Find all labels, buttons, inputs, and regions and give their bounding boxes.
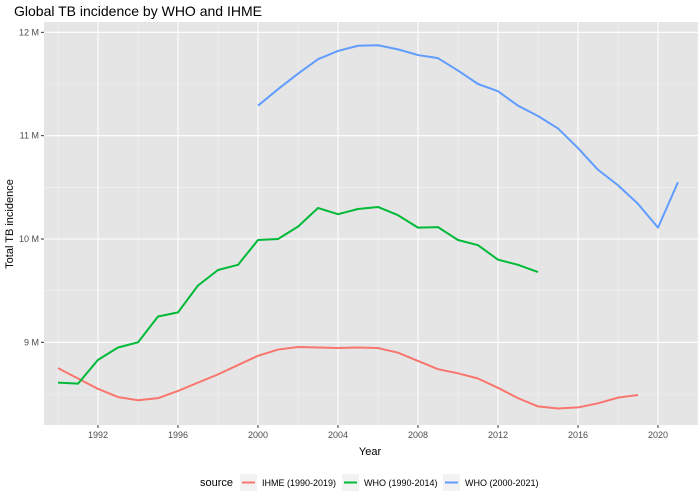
plot-panel [44, 22, 698, 425]
y-axis: 9 M 10 M 11 M 12 M [19, 27, 44, 347]
legend-label: WHO (2000-2021) [465, 478, 539, 488]
x-tick-label: 1996 [168, 430, 188, 440]
series-line-1 [57, 345, 639, 410]
y-tick-label: 9 M [24, 337, 39, 347]
x-tick-label: 2004 [328, 430, 348, 440]
x-axis: 1992 1996 2000 2004 2008 2012 2016 2020 [88, 425, 668, 440]
y-tick-label: 12 M [19, 27, 39, 37]
x-tick-label: 2020 [648, 430, 668, 440]
x-tick-label: 2008 [408, 430, 428, 440]
x-tick-label: 2000 [248, 430, 268, 440]
legend-label: WHO (1990-2014) [364, 478, 438, 488]
chart-title: Global TB incidence by WHO and IHME [14, 3, 262, 19]
x-tick-label: 2016 [568, 430, 588, 440]
major-gridlines [44, 22, 698, 425]
series-line-3 [257, 44, 679, 229]
x-axis-title: Year [359, 446, 382, 458]
y-tick-label: 11 M [20, 131, 39, 141]
series-line-2 [57, 205, 539, 385]
y-tick-label: 10 M [19, 234, 39, 244]
legend-label: IHME (1990-2019) [262, 478, 336, 488]
minor-gridlines [44, 22, 699, 425]
legend-title: source [200, 477, 233, 489]
x-tick-label: 2012 [488, 430, 508, 440]
legend-items: IHME (1990-2019) WHO (1990-2014) WHO (2000… [240, 474, 539, 491]
legend: source IHME (1990-2019) WHO (1990-2014) WH… [200, 474, 539, 491]
y-axis-title: Total TB incidence [4, 179, 16, 269]
x-tick-label: 1992 [88, 430, 108, 440]
series-lines [57, 44, 679, 410]
